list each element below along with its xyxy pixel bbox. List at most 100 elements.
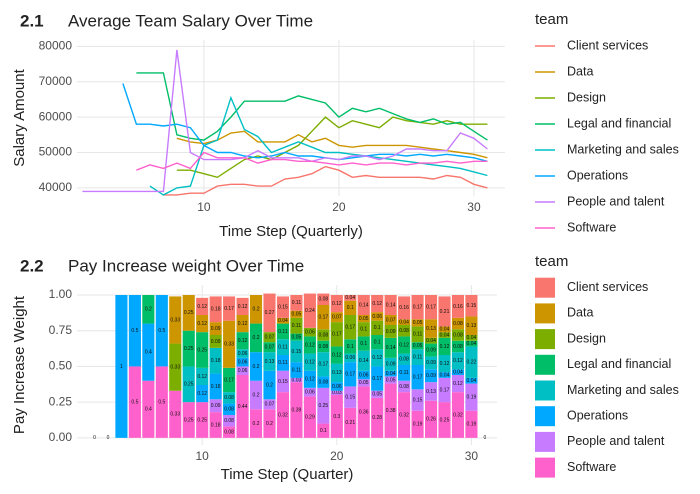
bar-label: 0.08: [224, 418, 234, 424]
bar-segment: [371, 320, 384, 335]
bar-label: 0.06: [345, 355, 355, 361]
bar-label: 0.12: [440, 361, 450, 367]
bar-segment: [155, 366, 168, 438]
legend-label: Data: [567, 64, 593, 78]
bar-segment: [182, 330, 195, 367]
legend-label: Design: [567, 331, 606, 345]
bar-segment: [196, 402, 209, 438]
chart-number: 2.1: [20, 11, 44, 30]
bar-label: 0.17: [372, 376, 382, 382]
bar-label: 0.04: [467, 335, 477, 341]
bar-label: 0.05: [372, 392, 382, 398]
bar-label: 0.04: [386, 371, 396, 377]
y-axis-title: Pay Increase Weight: [11, 295, 28, 434]
bar-segment: [398, 365, 411, 381]
bar-segment: [276, 355, 290, 371]
bar-label: 0.03: [332, 390, 342, 396]
bar-segment: [384, 295, 397, 315]
bar-label: 0.11: [292, 300, 302, 306]
bar-label: 0.12: [372, 355, 382, 361]
bar-segment: [411, 326, 424, 343]
bar-segment: [182, 295, 195, 331]
bar-segment: [371, 312, 384, 321]
bar-label: 0.04: [467, 378, 477, 384]
bar-segment: [398, 296, 411, 320]
bar-label: 0.06: [238, 351, 248, 357]
bar-label: 0.17: [318, 314, 328, 320]
bar-label: 0.25: [197, 417, 207, 423]
bar-label: 0.06: [332, 384, 342, 390]
legend-swatch: [535, 457, 555, 478]
bar-segment: [276, 392, 290, 438]
bar-segment: [424, 295, 438, 320]
bar-label: 0.2: [253, 421, 260, 427]
bar-segment: [236, 357, 249, 367]
bar-label: 0.32: [278, 412, 288, 418]
bar-segment: [249, 295, 263, 324]
bar-label: 0.16: [399, 305, 409, 311]
bar-segment: [303, 370, 316, 388]
bar-segment: [182, 366, 195, 403]
bar-segment: [344, 407, 357, 438]
bar-label: 0.09: [211, 403, 221, 409]
bar-segment: [451, 329, 465, 341]
bar-label: 0.21: [440, 309, 450, 315]
bar-segment: [424, 319, 438, 338]
bar-segment: [424, 382, 438, 401]
y-tick-label: 1.00: [49, 287, 73, 301]
bar-segment: [451, 369, 465, 375]
bar-label: 0.2: [266, 421, 273, 427]
series-line: [149, 95, 488, 196]
bar-label: 0.1: [347, 305, 354, 311]
bar-segment: [398, 380, 411, 393]
bar-segment: [344, 362, 357, 387]
bar-label: 0.09: [386, 362, 396, 368]
bar-label: 0.15: [467, 303, 477, 309]
bar-segment: [223, 296, 236, 321]
legend-swatch: [535, 406, 555, 427]
bar-segment: [398, 353, 411, 365]
bar-label: 0.5: [131, 328, 138, 334]
bar-segment: [424, 356, 438, 370]
x-tick-label: 30: [465, 449, 479, 463]
bar-segment: [303, 396, 316, 438]
bar-label: 0.07: [265, 334, 275, 340]
bar-label: 0.06: [238, 359, 248, 365]
bar-segment: [209, 412, 222, 438]
x-axis-title: Time Step (Quarter): [221, 466, 354, 483]
bar-label: 0.16: [453, 304, 463, 310]
legend-swatch: [535, 380, 555, 401]
bar-segment: [317, 340, 330, 353]
bar-segment: [384, 383, 397, 438]
bar-label: 0.09: [211, 326, 221, 332]
bar-segment: [276, 323, 290, 340]
y-tick-label: 70000: [39, 74, 73, 88]
bar-segment: [330, 395, 343, 438]
bar-segment: [303, 336, 316, 354]
bar-label: 0.17: [440, 387, 450, 393]
bar-label: 0.07: [265, 344, 275, 350]
bar-segment: [438, 296, 451, 327]
bar-label: 0.12: [453, 358, 463, 364]
bar-label: 0.07: [332, 314, 342, 320]
bar-segment: [465, 410, 478, 438]
bar-label: 0.09: [426, 347, 436, 353]
bar-label: 0.04: [399, 319, 409, 325]
series-line: [176, 116, 488, 179]
bar-label: 0.38: [386, 408, 396, 414]
bar-segment: [263, 399, 276, 410]
bar-label: 0.15: [292, 349, 302, 355]
bar-label: 0.12: [197, 391, 207, 397]
bar-segment: [438, 355, 451, 373]
bar-segment: [411, 295, 424, 320]
bar-label: 0.09: [386, 329, 396, 335]
bar-segment: [330, 363, 343, 383]
bar-segment: [357, 322, 370, 337]
legend-label: Legal and financial: [567, 357, 671, 371]
bar-segment: [357, 295, 370, 315]
legend-title: team: [535, 11, 568, 28]
bar-label: 0: [107, 435, 110, 441]
bar-label: 0.12: [305, 342, 315, 348]
bar-segment: [236, 375, 249, 438]
bar-segment: [142, 380, 155, 438]
